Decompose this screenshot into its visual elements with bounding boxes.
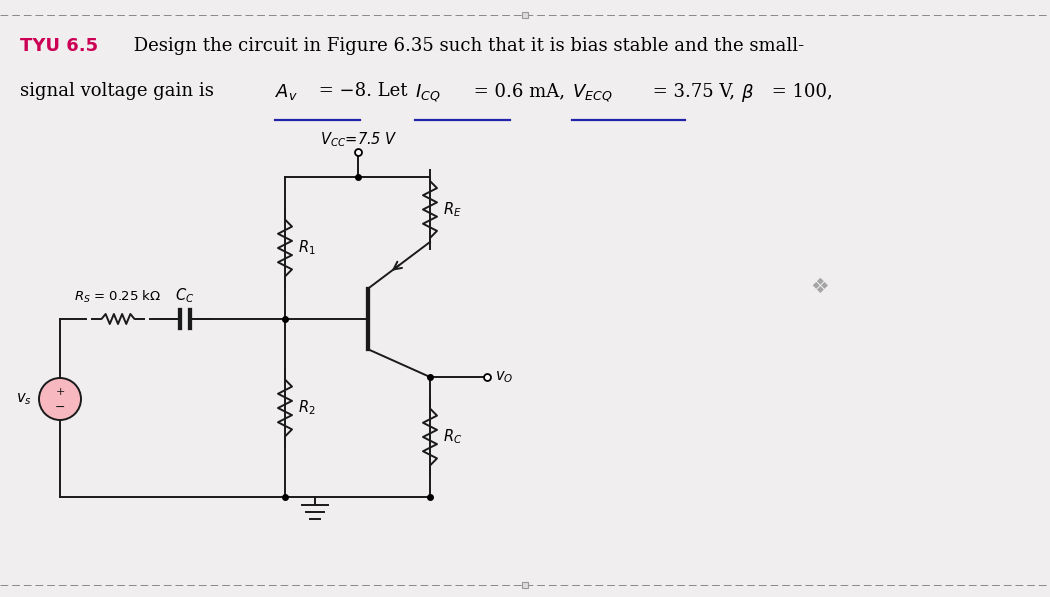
Text: = 100,: = 100, xyxy=(766,82,833,100)
Text: $A_v$: $A_v$ xyxy=(275,82,298,102)
Text: −: − xyxy=(55,401,65,414)
Text: TYU 6.5: TYU 6.5 xyxy=(20,37,98,55)
Text: $R_1$: $R_1$ xyxy=(298,239,316,257)
Text: $R_S$ = 0.25 kΩ: $R_S$ = 0.25 kΩ xyxy=(75,289,162,305)
Circle shape xyxy=(39,378,81,420)
Text: $V_{CC}$=7.5 V: $V_{CC}$=7.5 V xyxy=(319,130,397,149)
Text: = 0.6 mA,: = 0.6 mA, xyxy=(468,82,571,100)
Text: $C_C$: $C_C$ xyxy=(175,287,194,305)
Text: $v_O$: $v_O$ xyxy=(495,369,513,385)
Text: = −8. Let: = −8. Let xyxy=(313,82,414,100)
Text: +: + xyxy=(56,387,65,397)
Text: = 3.75 V,: = 3.75 V, xyxy=(647,82,740,100)
Text: $R_C$: $R_C$ xyxy=(443,427,462,447)
Text: $R_2$: $R_2$ xyxy=(298,399,316,417)
Text: $I_{CQ}$: $I_{CQ}$ xyxy=(415,82,441,104)
Text: Design the circuit in Figure 6.35 such that it is bias stable and the small-: Design the circuit in Figure 6.35 such t… xyxy=(128,37,804,55)
Text: $R_E$: $R_E$ xyxy=(443,200,462,219)
Text: ❖: ❖ xyxy=(811,277,830,297)
Text: signal voltage gain is: signal voltage gain is xyxy=(20,82,219,100)
Text: $v_s$: $v_s$ xyxy=(16,391,32,407)
Text: $\beta$: $\beta$ xyxy=(741,82,754,104)
Text: $V_{ECQ}$: $V_{ECQ}$ xyxy=(572,82,612,104)
